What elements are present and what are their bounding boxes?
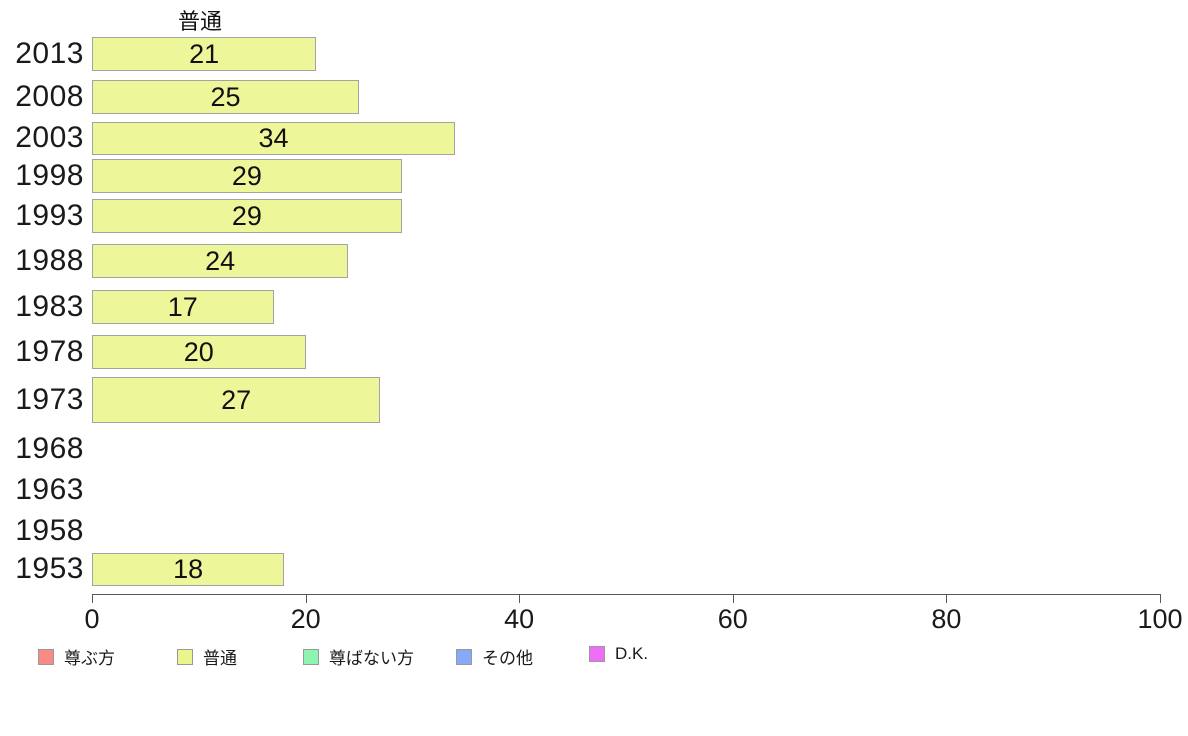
bar: 29 — [92, 199, 402, 233]
bar-value-label: 18 — [173, 553, 204, 584]
bar: 21 — [92, 37, 317, 71]
x-axis-tick-label: 0 — [84, 604, 100, 634]
bar: 20 — [92, 335, 306, 369]
legend-swatch-icon — [177, 648, 193, 665]
legend-item: その他 — [456, 644, 533, 669]
bar-value-label: 24 — [205, 245, 236, 276]
year-label: 1988 — [15, 244, 84, 277]
bar: 27 — [92, 377, 381, 423]
year-label: 1963 — [15, 473, 84, 506]
x-axis-tick-label: 40 — [504, 604, 535, 634]
bar-value-label: 17 — [167, 291, 198, 322]
legend-label: 尊ばない方 — [329, 649, 414, 668]
bar-value-label: 27 — [221, 384, 252, 415]
year-label: 1958 — [15, 514, 84, 547]
bar: 29 — [92, 159, 402, 193]
year-label: 2008 — [15, 80, 84, 113]
legend-swatch-icon — [38, 648, 54, 665]
x-axis-tick — [1160, 594, 1161, 603]
year-label: 1998 — [15, 159, 84, 192]
bar: 24 — [92, 244, 349, 278]
bar-value-label: 29 — [231, 160, 262, 191]
year-label: 1953 — [15, 552, 84, 585]
year-label: 1993 — [15, 199, 84, 232]
year-label: 2013 — [15, 37, 84, 70]
x-axis-tick — [305, 594, 307, 603]
bar-value-label: 21 — [189, 38, 220, 69]
legend-label: 尊ぶ方 — [64, 649, 115, 668]
bar-value-label: 25 — [210, 81, 241, 112]
x-axis-tick-label: 100 — [1137, 604, 1183, 634]
year-label: 2003 — [15, 121, 84, 154]
legend-item: 尊ぶ方 — [38, 644, 115, 669]
chart-title: 普通 — [177, 9, 223, 34]
legend-item: D.K. — [589, 644, 648, 664]
x-axis-tick-label: 60 — [717, 604, 748, 634]
legend-label: D.K. — [615, 644, 649, 663]
year-label: 1983 — [15, 290, 84, 323]
x-axis-tick-label: 20 — [290, 604, 321, 634]
year-label: 1978 — [15, 335, 84, 368]
legend: 尊ぶ方 普通 尊ばない方 その他 D.K. — [0, 644, 1188, 670]
x-axis-tick — [946, 594, 948, 603]
bar: 34 — [92, 121, 456, 155]
x-axis-tick-label: 80 — [931, 604, 962, 634]
legend-swatch-icon — [589, 646, 605, 662]
bar: 25 — [92, 80, 359, 114]
bar: 17 — [92, 290, 274, 324]
year-label: 1973 — [15, 383, 84, 416]
legend-label: その他 — [482, 649, 533, 668]
bar-value-label: 29 — [231, 200, 262, 231]
legend-item: 尊ばない方 — [303, 644, 414, 669]
year-label: 1968 — [15, 432, 84, 465]
legend-swatch-icon — [456, 648, 472, 665]
bar-value-label: 20 — [183, 336, 214, 367]
legend-label: 普通 — [203, 649, 237, 668]
legend-item: 普通 — [177, 644, 237, 669]
legend-swatch-icon — [303, 648, 319, 665]
x-axis-tick — [519, 594, 521, 603]
x-axis-tick — [92, 594, 93, 603]
bar-value-label: 34 — [258, 122, 289, 153]
x-axis-line — [92, 594, 1160, 595]
bar: 18 — [92, 552, 285, 586]
x-axis-tick — [732, 594, 734, 603]
